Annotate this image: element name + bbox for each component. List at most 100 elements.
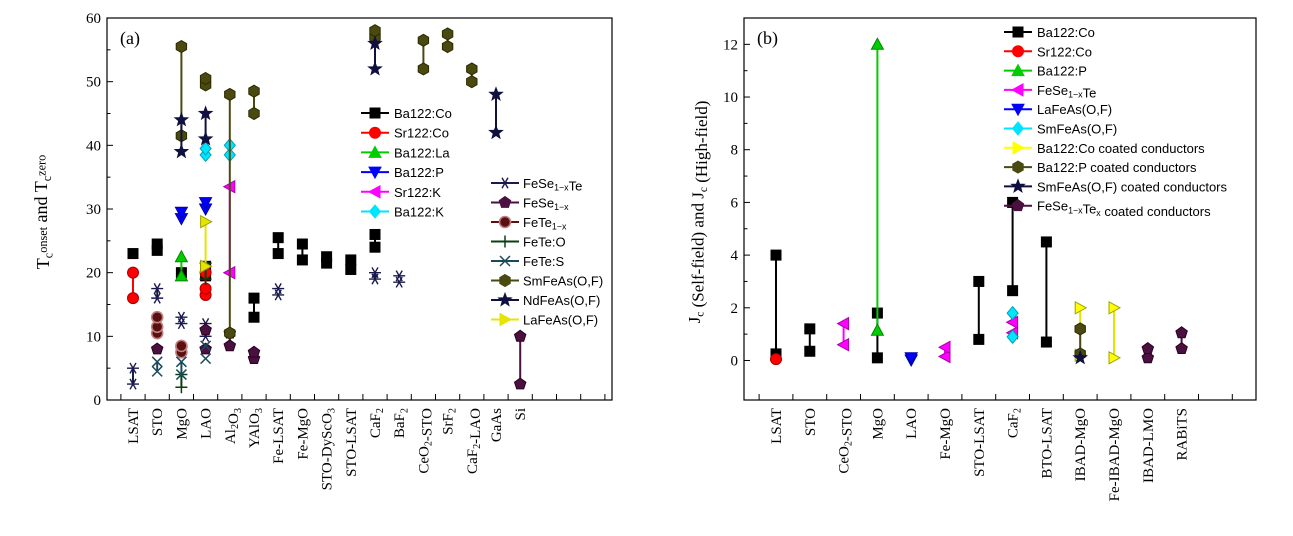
data-point — [369, 228, 381, 240]
svg-text:Tconset and Tczero: Tconset and Tczero — [31, 155, 56, 269]
data-point — [151, 356, 163, 368]
data-point — [513, 377, 527, 390]
data-point — [175, 40, 188, 54]
data-point — [836, 337, 850, 352]
legend-substrate-group-1: Ba122:Co Sr122:Co Ba122:La Ba122:P Sr122:K Ba… — [361, 106, 452, 220]
legend-entry-fese1-x: FeSe1−x — [491, 196, 569, 213]
svg-text:LSAT: LSAT — [126, 408, 142, 444]
data-point — [198, 197, 213, 210]
data-point — [174, 249, 189, 263]
y-tick-label: 0 — [731, 353, 739, 369]
svg-text:LAO: LAO — [199, 408, 215, 439]
legend-entry-ba122-p: Ba122:P — [361, 165, 444, 180]
svg-text:Si: Si — [513, 408, 529, 421]
category-label-al2o3: Al2O3 — [223, 408, 244, 444]
svg-text:Fe-MgO: Fe-MgO — [938, 408, 954, 460]
data-point — [223, 339, 237, 352]
legend-entry-sr122-k: Sr122:K — [361, 185, 441, 200]
data-point — [836, 316, 850, 331]
svg-text:MgO: MgO — [174, 408, 190, 440]
data-point — [345, 263, 357, 275]
legend-entry-sr122-co: Sr122:Co — [1004, 44, 1092, 59]
category-label-sto-lsat: STO-LSAT — [344, 408, 360, 477]
y-tick-label: 2 — [731, 301, 739, 317]
data-point — [248, 292, 260, 304]
legend-entry-smfeas-o-f-coated-conductors: SmFeAs(O,F) coated conductors — [1004, 178, 1228, 194]
legend-entry-fete-o: FeTe:O — [491, 235, 566, 250]
legend-label: Ba122:Co — [394, 106, 452, 121]
category-label-mgo: MgO — [174, 408, 190, 440]
legend-label: Sr122:K — [394, 185, 441, 200]
data-point — [870, 323, 885, 336]
data-point — [369, 267, 381, 279]
data-point — [174, 206, 189, 220]
legend-label: Ba122:K — [394, 205, 444, 220]
data-point — [871, 352, 883, 364]
legend-b: Ba122:Co Sr122:Co Ba122:P FeSe1−xTeLaFeAs(O… — [1004, 25, 1228, 219]
data-point — [224, 326, 236, 340]
svg-text:Fe-LSAT: Fe-LSAT — [271, 408, 287, 464]
legend-marker — [369, 107, 381, 119]
legend-marker — [1011, 199, 1025, 212]
series-fete-s — [151, 340, 212, 381]
data-point — [199, 273, 212, 286]
legend-label: FeSe1−x — [523, 196, 569, 213]
data-point — [393, 270, 406, 282]
svg-text:STO-LSAT: STO-LSAT — [344, 408, 360, 477]
data-point — [200, 353, 212, 365]
data-point — [199, 323, 212, 336]
data-point — [1141, 341, 1155, 354]
legend-marker — [368, 166, 382, 180]
legend-label: FeSe1−xTe — [523, 176, 582, 194]
category-label-fe-ibad-mgo: Fe-IBAD-MgO — [1107, 408, 1123, 501]
data-point — [272, 283, 285, 295]
legend-label: FeSe1−xTe — [1037, 83, 1096, 101]
legend-marker — [1010, 178, 1026, 194]
y-tick-label: 12 — [723, 37, 738, 53]
data-point — [127, 266, 139, 279]
data-point — [1040, 336, 1052, 348]
data-point — [1040, 236, 1052, 248]
category-label-ceo2-sto: CeO2-STO — [837, 408, 856, 474]
data-point — [175, 369, 187, 381]
legend-marker — [497, 291, 513, 307]
category-label-lao: LAO — [199, 408, 215, 439]
data-point — [199, 342, 212, 355]
legend-entry-fete-s: FeTe:S — [491, 254, 565, 269]
data-point — [770, 353, 782, 366]
data-point — [151, 365, 163, 377]
data-point — [151, 283, 164, 295]
category-label-sto: STO — [150, 408, 166, 436]
category-label-sto-lsat: STO-LSAT — [972, 408, 988, 477]
y-tick-label: 4 — [731, 248, 739, 264]
series-fese1-xtex-coated-conductors — [1141, 326, 1188, 364]
data-point — [200, 340, 212, 352]
data-point — [150, 310, 164, 324]
data-point — [272, 289, 285, 301]
svg-text:CeO2-STO: CeO2-STO — [416, 408, 435, 474]
legend-label: Ba122:Co coated conductors — [1037, 141, 1205, 156]
series-sr122-co — [770, 353, 782, 366]
legend-entry-ba122-co-coated-conductors: Ba122:Co coated conductors — [1004, 141, 1205, 156]
data-point — [973, 275, 985, 287]
data-point — [173, 111, 190, 127]
svg-text:CaF2-LAO: CaF2-LAO — [465, 408, 484, 474]
data-point — [904, 352, 919, 365]
y-tick-label: 60 — [86, 11, 101, 27]
legend-label: FeTe1−x — [523, 215, 567, 232]
legend-entry-ba122-p-coated-conductors: Ba122:P coated conductors — [1004, 160, 1197, 175]
y-tick-label: 20 — [86, 266, 101, 282]
data-point — [367, 60, 383, 76]
series-smfeas-o-f — [1006, 305, 1019, 345]
data-point — [1006, 329, 1019, 345]
legend-entry-fete1-x: FeTe1−x — [491, 215, 567, 232]
data-point — [175, 311, 188, 323]
category-label-fe-mgo: Fe-MgO — [295, 408, 311, 460]
category-label-caf2-lao: CaF2-LAO — [465, 408, 484, 474]
legend-entry-fese1-xtex-coated-conductors: FeSe1−xTex coated conductors — [1004, 199, 1211, 219]
data-point — [513, 329, 527, 342]
legend-label: Ba122:La — [394, 145, 450, 160]
svg-text:SrF2: SrF2 — [441, 408, 459, 435]
legend-label: Ba122:P — [394, 165, 444, 180]
data-point — [1072, 349, 1088, 365]
